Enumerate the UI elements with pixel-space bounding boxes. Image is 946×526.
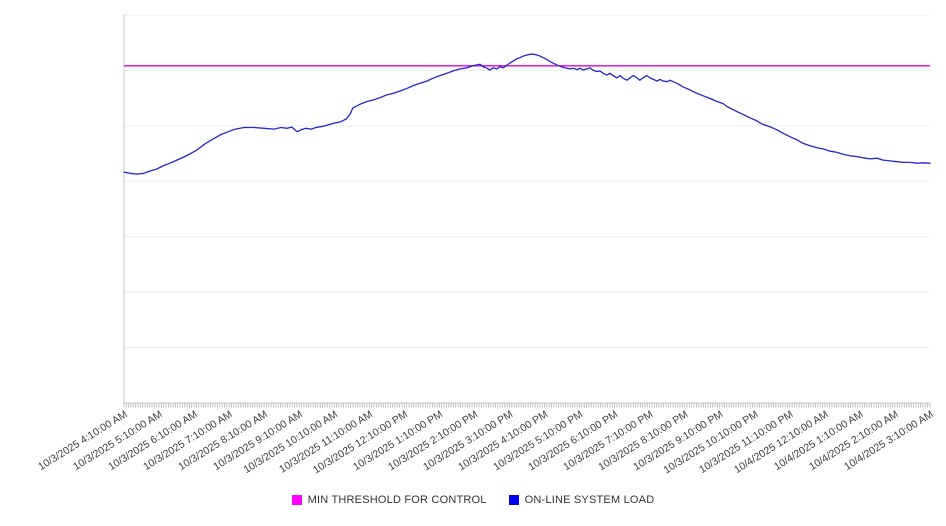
legend-label-min-threshold: MIN THRESHOLD FOR CONTROL	[307, 494, 487, 506]
system-load-swatch-icon	[508, 495, 519, 505]
legend-item-system-load[interactable]: ON-LINE SYSTEM LOAD	[508, 494, 655, 506]
threshold-swatch-icon	[291, 495, 302, 505]
system-load-series-line	[123, 53, 931, 175]
legend-item-min-threshold[interactable]: MIN THRESHOLD FOR CONTROL	[291, 494, 487, 506]
plot-area	[124, 15, 930, 403]
legend-label-system-load: ON-LINE SYSTEM LOAD	[524, 494, 655, 506]
legend: MIN THRESHOLD FOR CONTROL ON-LINE SYSTEM…	[0, 494, 946, 506]
x-axis-minor-ticks	[123, 403, 931, 408]
